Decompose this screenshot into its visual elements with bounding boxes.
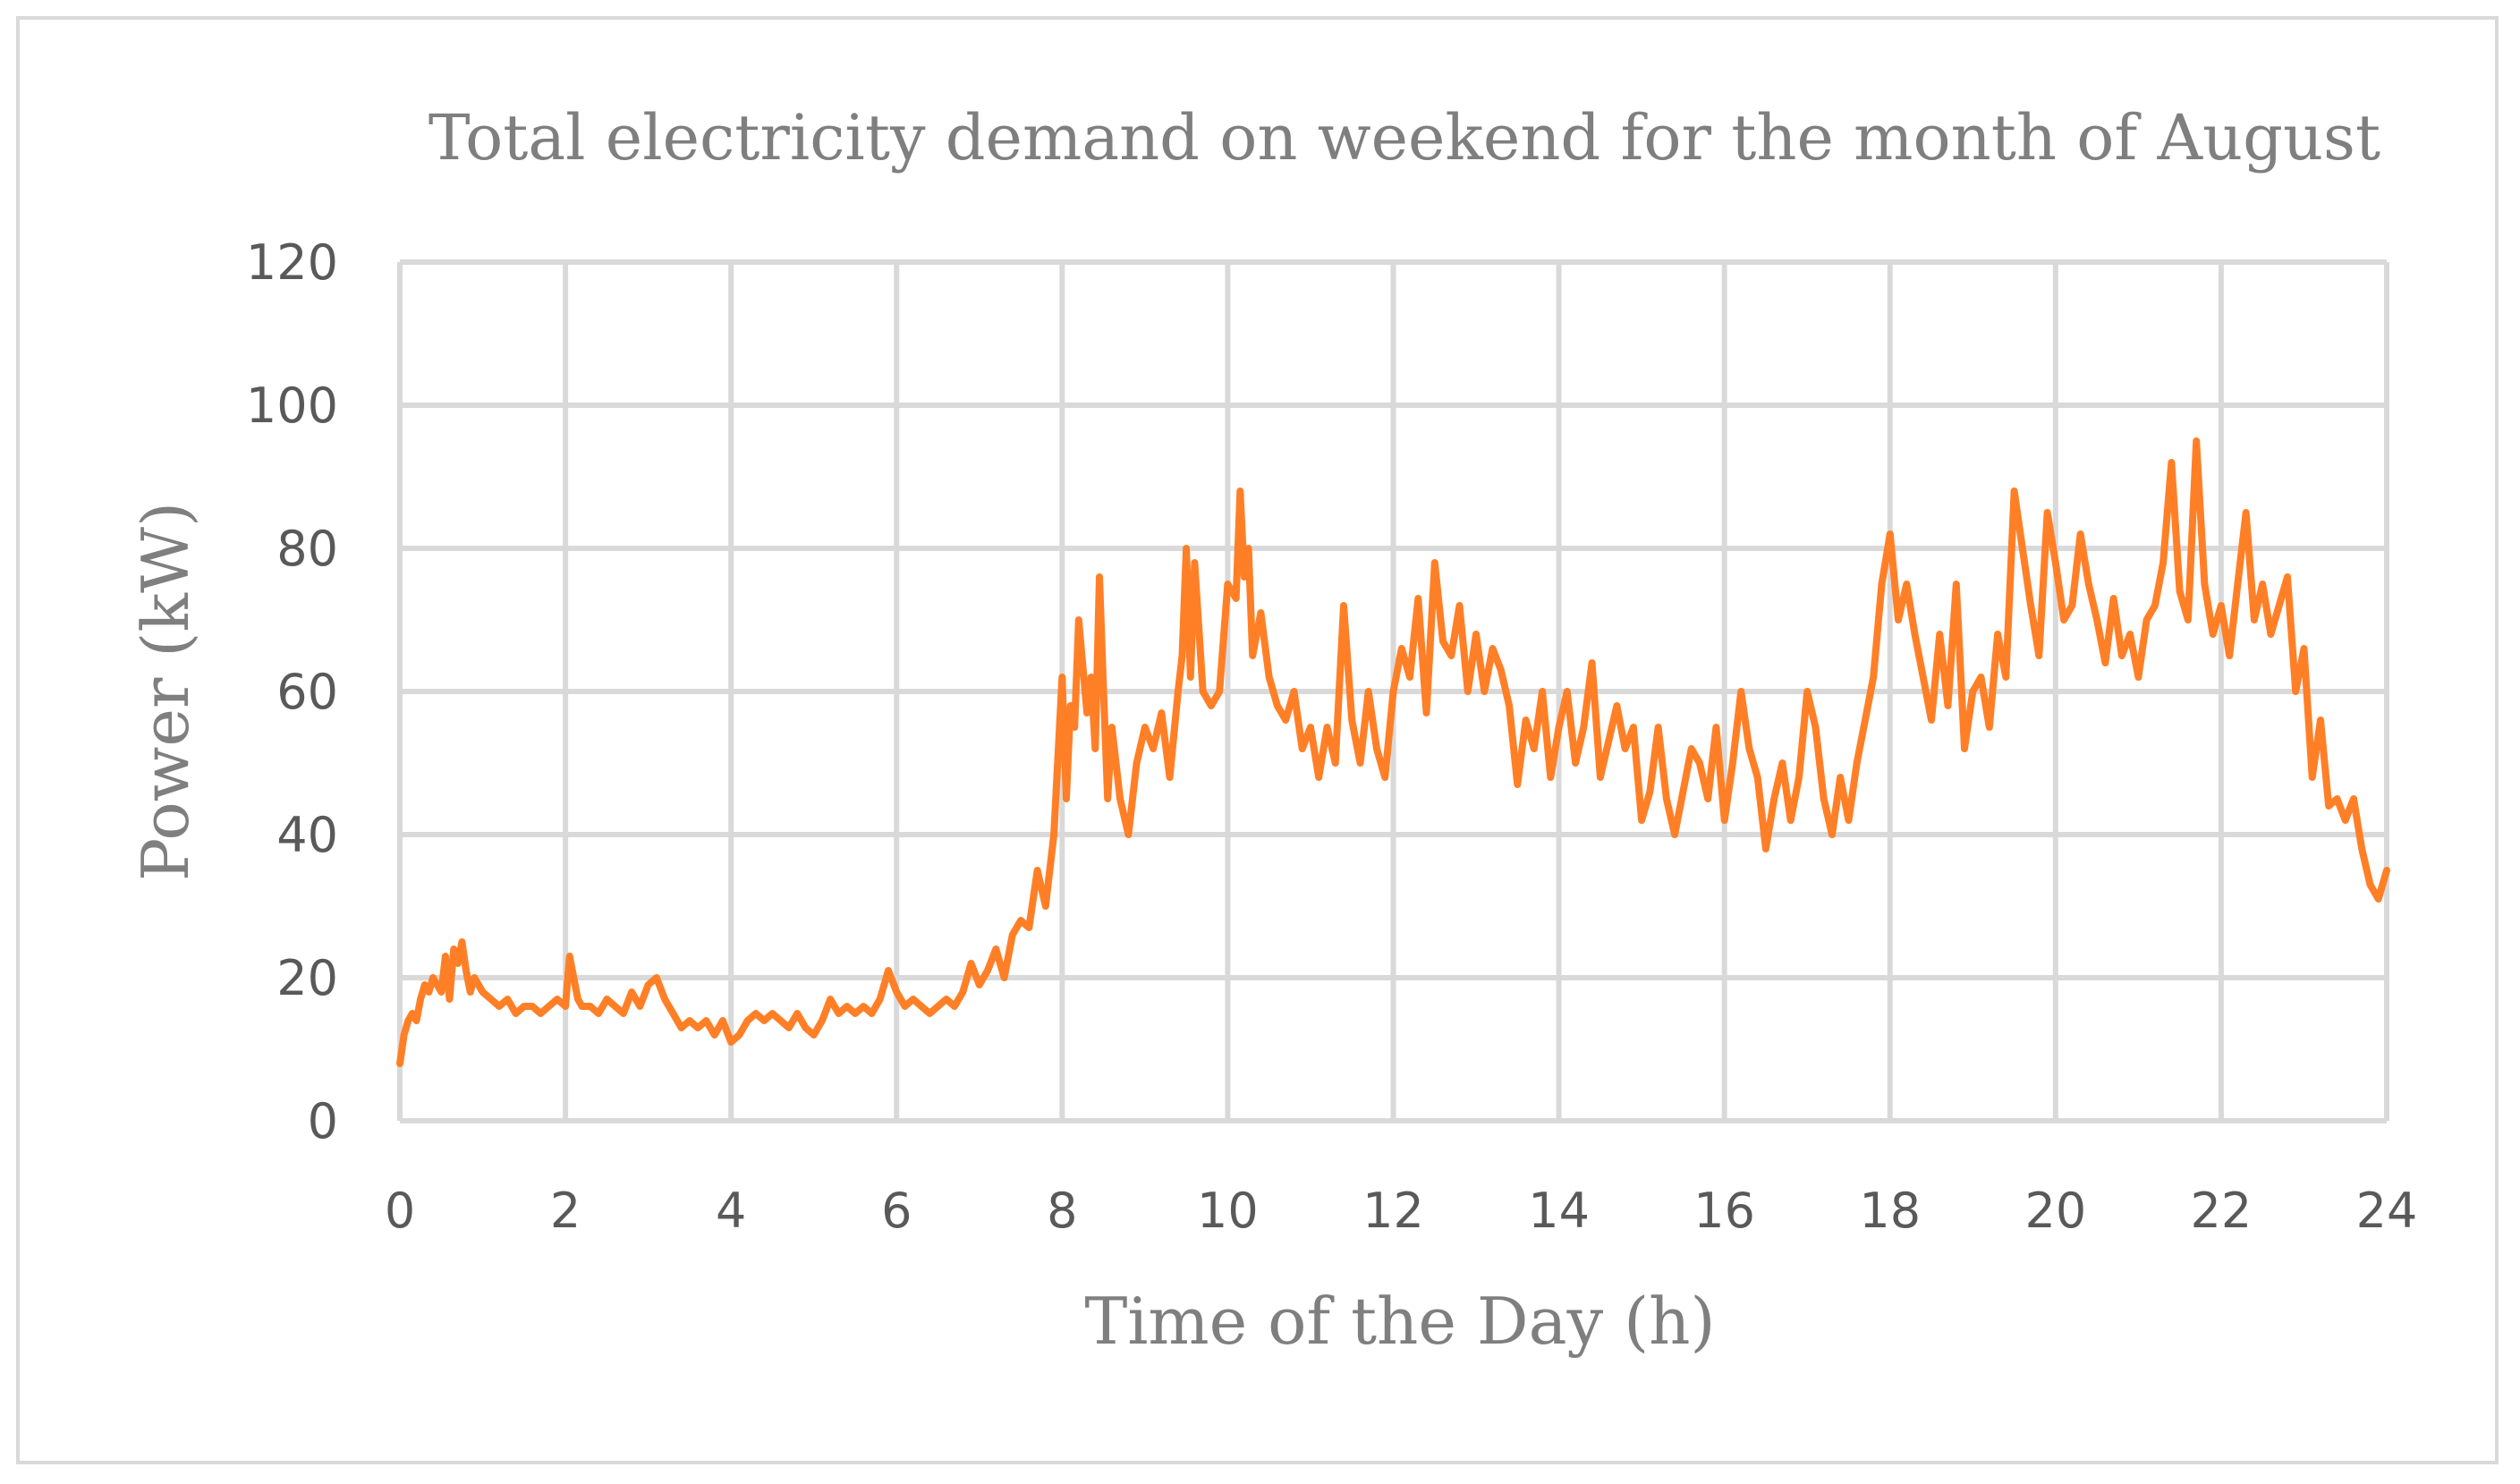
y-axis-title: Power (kW) [128,502,203,881]
x-tick-label: 0 [385,1183,415,1239]
x-tick-label: 24 [2356,1183,2418,1239]
x-tick-label: 12 [1362,1183,1424,1239]
gridlines [397,259,2389,1124]
x-tick-label: 6 [881,1183,912,1239]
x-tick-label: 10 [1197,1183,1259,1239]
demand-series-line [396,437,2390,1067]
x-axis-ticks: 0 2 4 6 8 10 12 14 16 18 20 22 24 [385,1183,2418,1239]
y-tick-label: 0 [308,1093,338,1149]
x-axis-title: Time of the Day (h) [1084,1284,1715,1359]
y-tick-label: 40 [276,807,338,863]
y-tick-label: 100 [246,377,338,434]
y-tick-label: 20 [276,950,338,1006]
chart-title: Total electricity demand on weekend for … [428,101,2380,174]
x-tick-label: 18 [1859,1183,1921,1239]
y-tick-label: 80 [276,521,338,577]
x-tick-label: 20 [2024,1183,2086,1239]
x-tick-label: 22 [2191,1183,2253,1239]
x-tick-label: 16 [1693,1183,1755,1239]
y-axis-ticks: 0 20 40 60 80 100 120 [246,234,338,1149]
x-tick-label: 2 [550,1183,581,1239]
y-tick-label: 60 [276,664,338,720]
chart-frame [16,16,2499,1464]
x-tick-label: 8 [1047,1183,1077,1239]
x-tick-label: 14 [1528,1183,1590,1239]
y-tick-label: 120 [246,234,338,291]
x-tick-label: 4 [716,1183,746,1239]
